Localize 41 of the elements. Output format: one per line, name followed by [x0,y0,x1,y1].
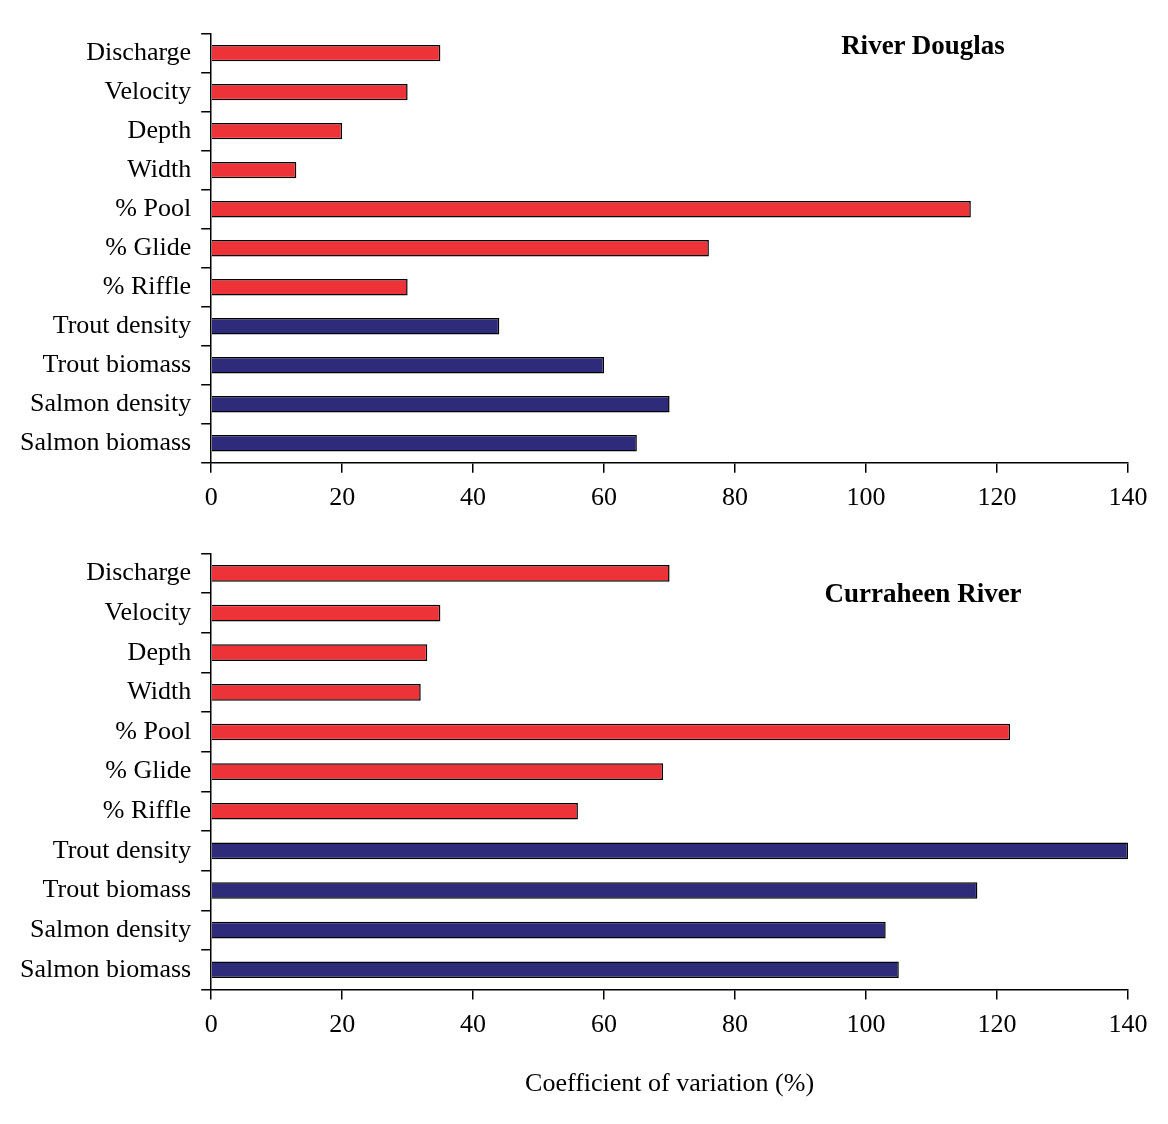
y-tick-label: Velocity [104,75,192,105]
y-tick-label: Depth [127,636,192,666]
y-tick-label: Salmon density [30,388,192,418]
y-tick-label: % Pool [115,193,192,223]
y-tick-label: Salmon density [30,913,192,943]
x-tick-label: 60 [591,1009,618,1039]
x-tick-label: 0 [204,482,218,512]
y-tick-label: Trout density [52,834,192,864]
x-tick-label: 80 [722,482,749,512]
y-tick-label: Trout biomass [42,349,192,379]
x-tick-label: 100 [846,482,886,512]
x-tick-label: 20 [329,482,356,512]
x-tick-label: 40 [460,482,487,512]
y-tick-label: Trout biomass [42,874,192,904]
y-tick-label: Velocity [104,596,192,626]
y-tick-label: Salmon biomass [20,427,192,457]
y-tick-label: Depth [127,114,192,144]
x-axis-title: Coefficient of variation (%) [525,1068,815,1098]
y-tick-label: Width [127,676,192,706]
x-tick-label: 140 [1108,1009,1148,1039]
x-tick-label: 140 [1108,482,1148,512]
x-tick-label: 100 [846,1009,886,1039]
y-tick-label: Discharge [86,36,192,66]
x-tick-label: 80 [722,1009,749,1039]
x-tick-label: 0 [204,1009,218,1039]
y-tick-label: % Pool [115,715,192,745]
x-tick-label: 120 [977,482,1017,512]
y-tick-label: Salmon biomass [20,953,192,983]
x-tick-label: 40 [460,1009,487,1039]
y-tick-label: % Glide [105,755,192,785]
x-tick-label: 60 [591,482,618,512]
x-tick-label: 120 [977,1009,1017,1039]
y-tick-label: Discharge [86,557,192,587]
y-tick-label: % Riffle [102,795,192,825]
y-tick-label: Width [127,153,192,183]
text: Curraheen River [824,578,1022,609]
chart-title: River Douglas [841,30,1005,61]
y-tick-label: Trout density [52,310,192,340]
y-tick-label: % Riffle [102,271,192,301]
x-tick-label: 20 [329,1009,356,1039]
y-tick-label: % Glide [105,232,192,262]
